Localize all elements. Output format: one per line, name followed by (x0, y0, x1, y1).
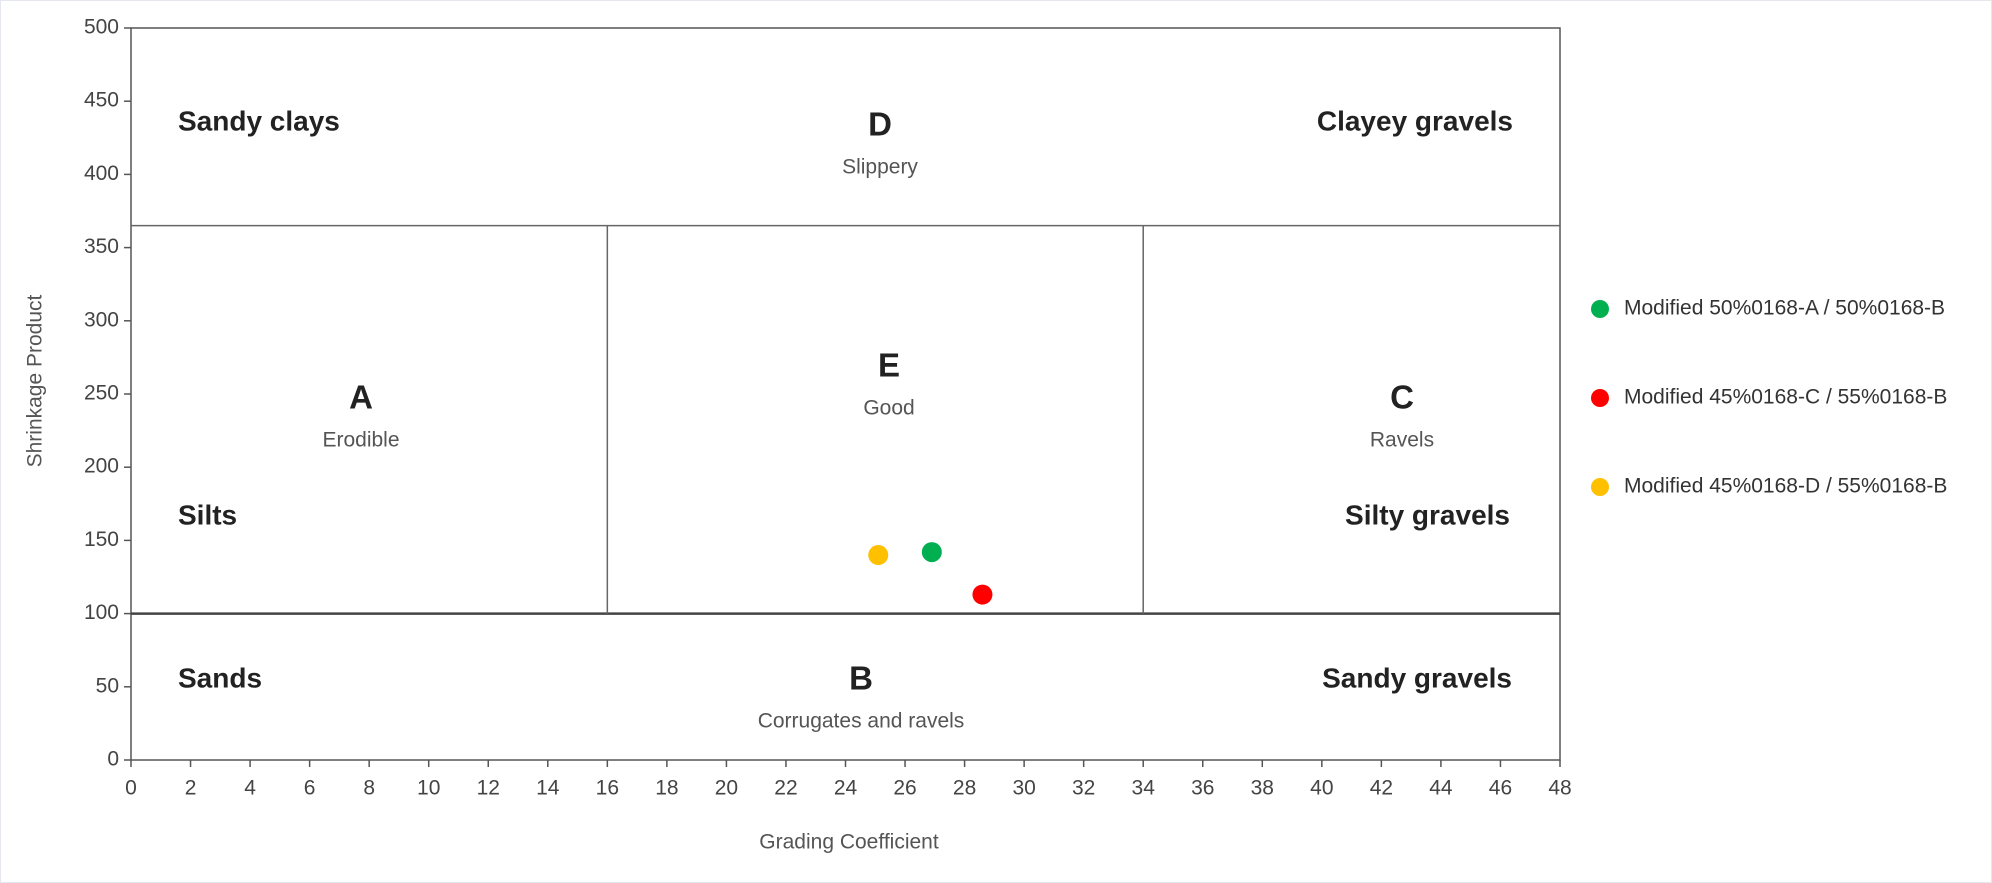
x-tick-label: 46 (1489, 777, 1512, 800)
x-tick-label: 48 (1548, 777, 1571, 800)
region-letter: B (849, 660, 873, 697)
x-tick-label: 40 (1310, 777, 1333, 800)
x-tick-label: 16 (596, 777, 619, 800)
soil-label: Sands (178, 662, 262, 693)
region-description: Corrugates and ravels (758, 710, 965, 733)
x-tick-label: 28 (953, 777, 976, 800)
soil-label: Sandy clays (178, 105, 340, 136)
legend-label: Modified 50%0168-A / 50%0168-B (1624, 297, 1945, 320)
y-tick-label: 150 (84, 528, 119, 551)
y-tick-label: 200 (84, 455, 119, 478)
legend-label: Modified 45%0168-C / 55%0168-B (1624, 386, 1947, 409)
y-axis-label: Shrinkage Product (24, 294, 47, 467)
x-axis-label: Grading Coefficient (759, 831, 939, 854)
region-letter: C (1390, 379, 1414, 416)
region-letter: D (868, 106, 892, 143)
y-tick-label: 500 (84, 16, 119, 39)
y-tick-label: 350 (84, 235, 119, 258)
region-letter: E (878, 347, 900, 384)
x-tick-label: 26 (893, 777, 916, 800)
legend-label: Modified 45%0168-D / 55%0168-B (1624, 475, 1947, 498)
region-description: Ravels (1370, 429, 1434, 452)
x-tick-label: 18 (655, 777, 678, 800)
data-point (921, 542, 942, 563)
legend-marker (1591, 478, 1609, 496)
x-tick-label: 14 (536, 777, 560, 800)
x-tick-label: 10 (417, 777, 440, 800)
region-description: Erodible (322, 429, 399, 452)
x-tick-label: 42 (1370, 777, 1393, 800)
x-tick-label: 30 (1012, 777, 1035, 800)
y-tick-label: 0 (107, 748, 119, 771)
y-tick-label: 50 (96, 674, 119, 697)
y-tick-label: 400 (84, 162, 119, 185)
region-description: Good (863, 397, 914, 420)
region-letter: A (349, 379, 373, 416)
x-tick-label: 22 (774, 777, 797, 800)
x-tick-label: 8 (363, 777, 375, 800)
x-tick-label: 0 (125, 777, 137, 800)
data-point (972, 584, 993, 605)
y-tick-label: 250 (84, 382, 119, 405)
x-tick-label: 36 (1191, 777, 1214, 800)
x-tick-label: 4 (244, 777, 256, 800)
x-tick-label: 32 (1072, 777, 1095, 800)
x-tick-label: 20 (715, 777, 738, 800)
x-tick-label: 6 (304, 777, 316, 800)
x-tick-label: 38 (1251, 777, 1274, 800)
x-tick-label: 34 (1132, 777, 1156, 800)
soil-label: Clayey gravels (1317, 105, 1513, 136)
legend-marker (1591, 300, 1609, 318)
y-tick-label: 100 (84, 601, 119, 624)
soil-label: Silts (178, 499, 237, 530)
x-tick-label: 2 (185, 777, 197, 800)
x-tick-label: 44 (1429, 777, 1453, 800)
y-tick-label: 300 (84, 308, 119, 331)
soil-label: Silty gravels (1345, 499, 1510, 530)
legend-marker (1591, 389, 1609, 407)
x-tick-label: 24 (834, 777, 858, 800)
data-point (868, 545, 889, 566)
y-tick-label: 450 (84, 89, 119, 112)
x-tick-label: 12 (477, 777, 500, 800)
soil-label: Sandy gravels (1322, 662, 1512, 693)
region-description: Slippery (842, 156, 918, 179)
